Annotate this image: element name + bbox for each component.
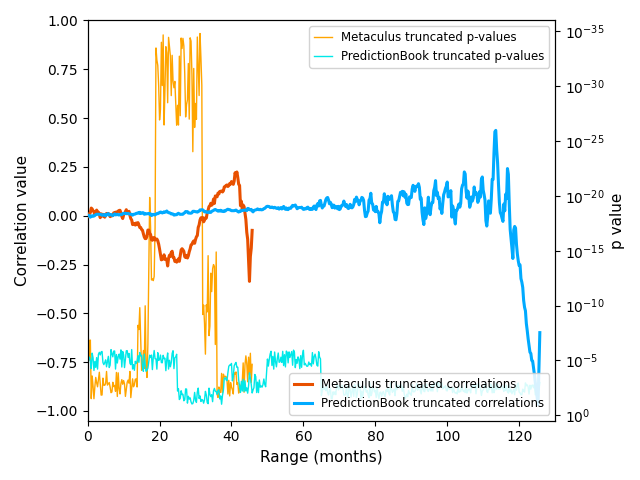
Metaculus truncated correlations (140, 231, 147, 237)
Y-axis label: Correlation value: Correlation value (15, 155, 30, 286)
PredictionBook truncated correlations (455, 201, 463, 207)
Legend: Metaculus truncated correlations, PredictionBook truncated correlations: Metaculus truncated correlations, Predic… (289, 373, 549, 415)
PredictionBook truncated p-values (349, 384, 356, 389)
PredictionBook truncated correlations (463, 195, 471, 201)
PredictionBook truncated correlations (536, 330, 543, 336)
Line: Metaculus truncated p-values: Metaculus truncated p-values (88, 34, 252, 399)
Metaculus truncated p-values (90, 396, 98, 402)
PredictionBook truncated p-values (218, 401, 225, 407)
Metaculus truncated correlations (86, 211, 93, 216)
Metaculus truncated correlations (244, 257, 252, 263)
Metaculus truncated p-values (160, 122, 168, 128)
Metaculus truncated p-values (140, 365, 148, 371)
Metaculus truncated p-values (84, 355, 92, 361)
Metaculus truncated p-values (246, 372, 253, 378)
PredictionBook truncated p-values (84, 361, 92, 367)
PredictionBook truncated p-values (465, 386, 473, 392)
PredictionBook truncated correlations (253, 207, 260, 213)
Metaculus truncated correlations (233, 169, 241, 175)
PredictionBook truncated p-values (536, 380, 543, 385)
Metaculus truncated correlations (248, 228, 256, 233)
Metaculus truncated p-values (86, 357, 93, 363)
Metaculus truncated p-values (248, 380, 255, 385)
PredictionBook truncated p-values (255, 390, 262, 396)
PredictionBook truncated correlations (534, 402, 542, 408)
Metaculus truncated p-values (196, 31, 204, 36)
Metaculus truncated correlations (246, 278, 253, 284)
PredictionBook truncated correlations (298, 204, 305, 210)
PredictionBook truncated p-values (457, 389, 465, 395)
Metaculus truncated correlations (159, 256, 167, 262)
PredictionBook truncated correlations (90, 213, 98, 219)
PredictionBook truncated correlations (492, 128, 500, 133)
PredictionBook truncated p-values (90, 368, 98, 373)
PredictionBook truncated p-values (128, 347, 136, 352)
Line: PredictionBook truncated p-values: PredictionBook truncated p-values (88, 349, 540, 404)
Metaculus truncated p-values (248, 361, 256, 367)
Y-axis label: p value: p value (610, 192, 625, 249)
Metaculus truncated correlations (148, 237, 156, 242)
Metaculus truncated correlations (248, 245, 255, 251)
Metaculus truncated p-values (148, 276, 156, 282)
Line: Metaculus truncated correlations: Metaculus truncated correlations (88, 172, 252, 281)
Metaculus truncated correlations (84, 214, 92, 219)
PredictionBook truncated p-values (300, 348, 307, 353)
Line: PredictionBook truncated correlations: PredictionBook truncated correlations (88, 131, 540, 405)
PredictionBook truncated correlations (84, 213, 92, 219)
X-axis label: Range (months): Range (months) (260, 450, 383, 465)
PredictionBook truncated correlations (348, 204, 355, 210)
